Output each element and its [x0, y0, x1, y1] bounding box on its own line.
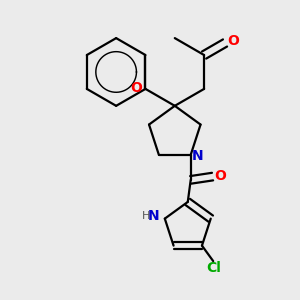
- Text: O: O: [131, 81, 142, 95]
- Text: H: H: [142, 211, 151, 221]
- Text: Cl: Cl: [206, 261, 220, 275]
- Text: O: O: [214, 169, 226, 183]
- Text: N: N: [191, 149, 203, 163]
- Text: N: N: [148, 209, 159, 223]
- Text: O: O: [227, 34, 239, 49]
